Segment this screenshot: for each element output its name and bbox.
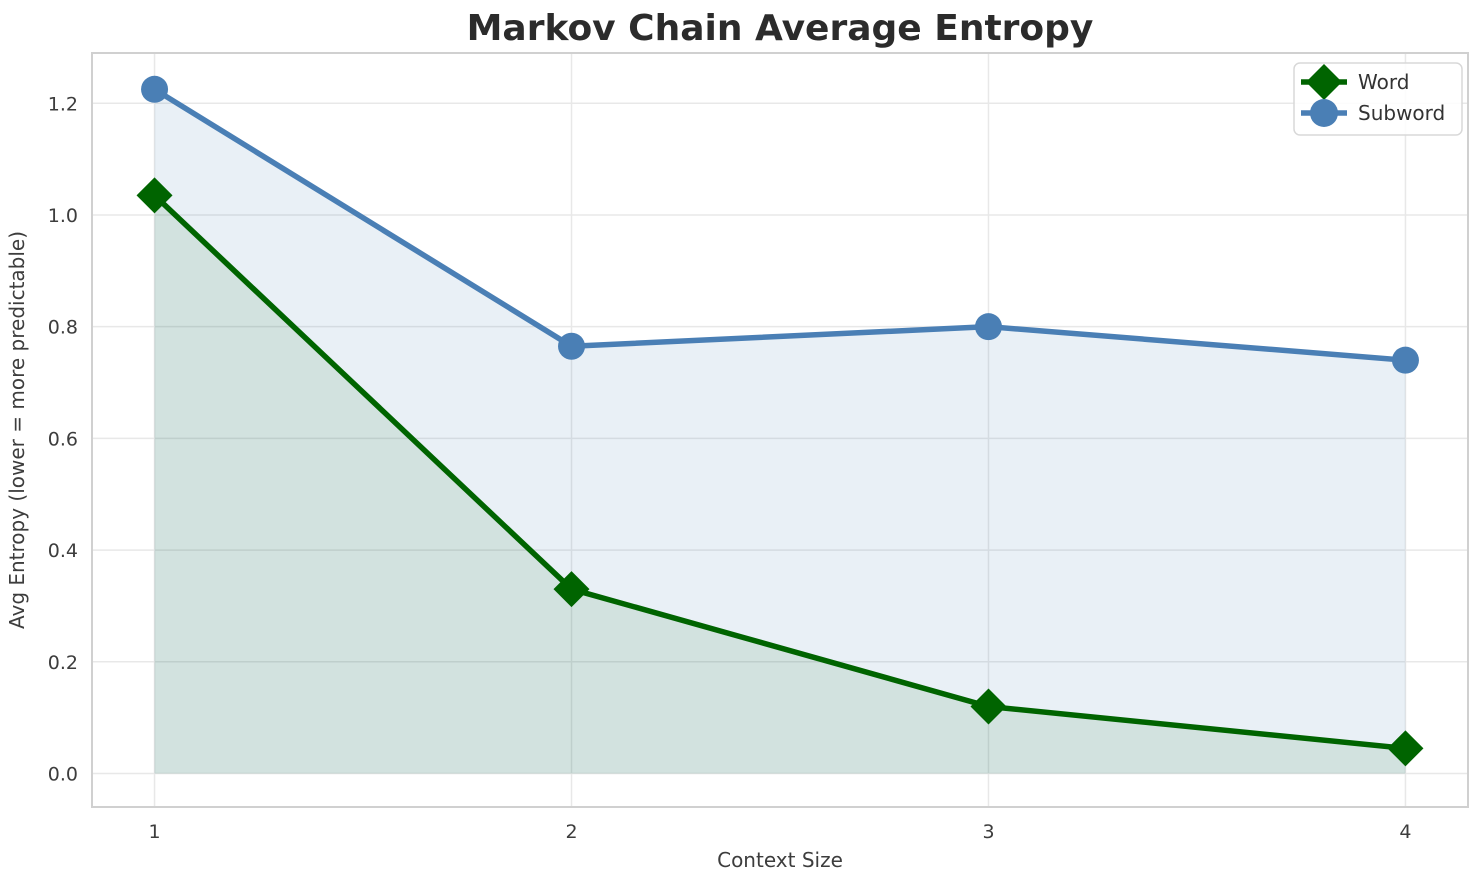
- subword-circle-marker: [141, 75, 169, 103]
- subword-circle-marker: [558, 332, 586, 360]
- tick-labels: 0.0 0.2 0.4 0.6 0.8 1.0 1.2 1 2 3 4: [48, 93, 1412, 843]
- legend-word-label: Word: [1358, 70, 1409, 94]
- legend-subword-label: Subword: [1358, 101, 1445, 125]
- word-line: [151, 192, 1409, 752]
- area-fills: [154, 89, 1406, 774]
- x-tick-label: 3: [982, 821, 994, 843]
- diamond-marker-icon: [1306, 64, 1342, 100]
- x-tick-label: 2: [565, 821, 577, 843]
- legend: Word Subword: [1293, 62, 1463, 136]
- word-diamond-marker: [1387, 730, 1424, 767]
- subword-circle-marker: [1391, 346, 1419, 374]
- y-tick-label: 1.0: [48, 205, 78, 227]
- word-diamond-marker: [553, 571, 590, 608]
- circle-marker-icon: [1310, 99, 1338, 127]
- y-tick-label: 0.0: [48, 763, 78, 785]
- chart-title: Markov Chain Average Entropy: [467, 8, 1094, 49]
- word-area-fill: [154, 195, 1406, 774]
- subword-area-fill: [154, 89, 1406, 774]
- y-tick-label: 0.4: [48, 540, 78, 562]
- grid-lines: [92, 53, 1468, 807]
- y-tick-label: 0.2: [48, 652, 78, 674]
- y-axis-label: Avg Entropy (lower = more predictable): [5, 231, 29, 629]
- word-diamond-marker: [970, 688, 1007, 725]
- y-tick-label: 0.8: [48, 317, 78, 339]
- legend-item-word: Word: [1301, 64, 1409, 100]
- x-axis-label: Context Size: [717, 848, 843, 872]
- y-tick-label: 0.6: [48, 428, 78, 450]
- x-tick-label: 1: [148, 821, 160, 843]
- series-markers: [136, 75, 1424, 767]
- subword-circle-marker: [974, 313, 1002, 341]
- subword-line: [151, 86, 1409, 363]
- legend-item-subword: Subword: [1301, 99, 1445, 127]
- word-diamond-marker: [136, 177, 173, 214]
- y-tick-label: 1.2: [48, 93, 78, 115]
- plot-border: [91, 52, 1469, 808]
- x-tick-label: 4: [1399, 821, 1411, 843]
- series-lines: [151, 86, 1409, 752]
